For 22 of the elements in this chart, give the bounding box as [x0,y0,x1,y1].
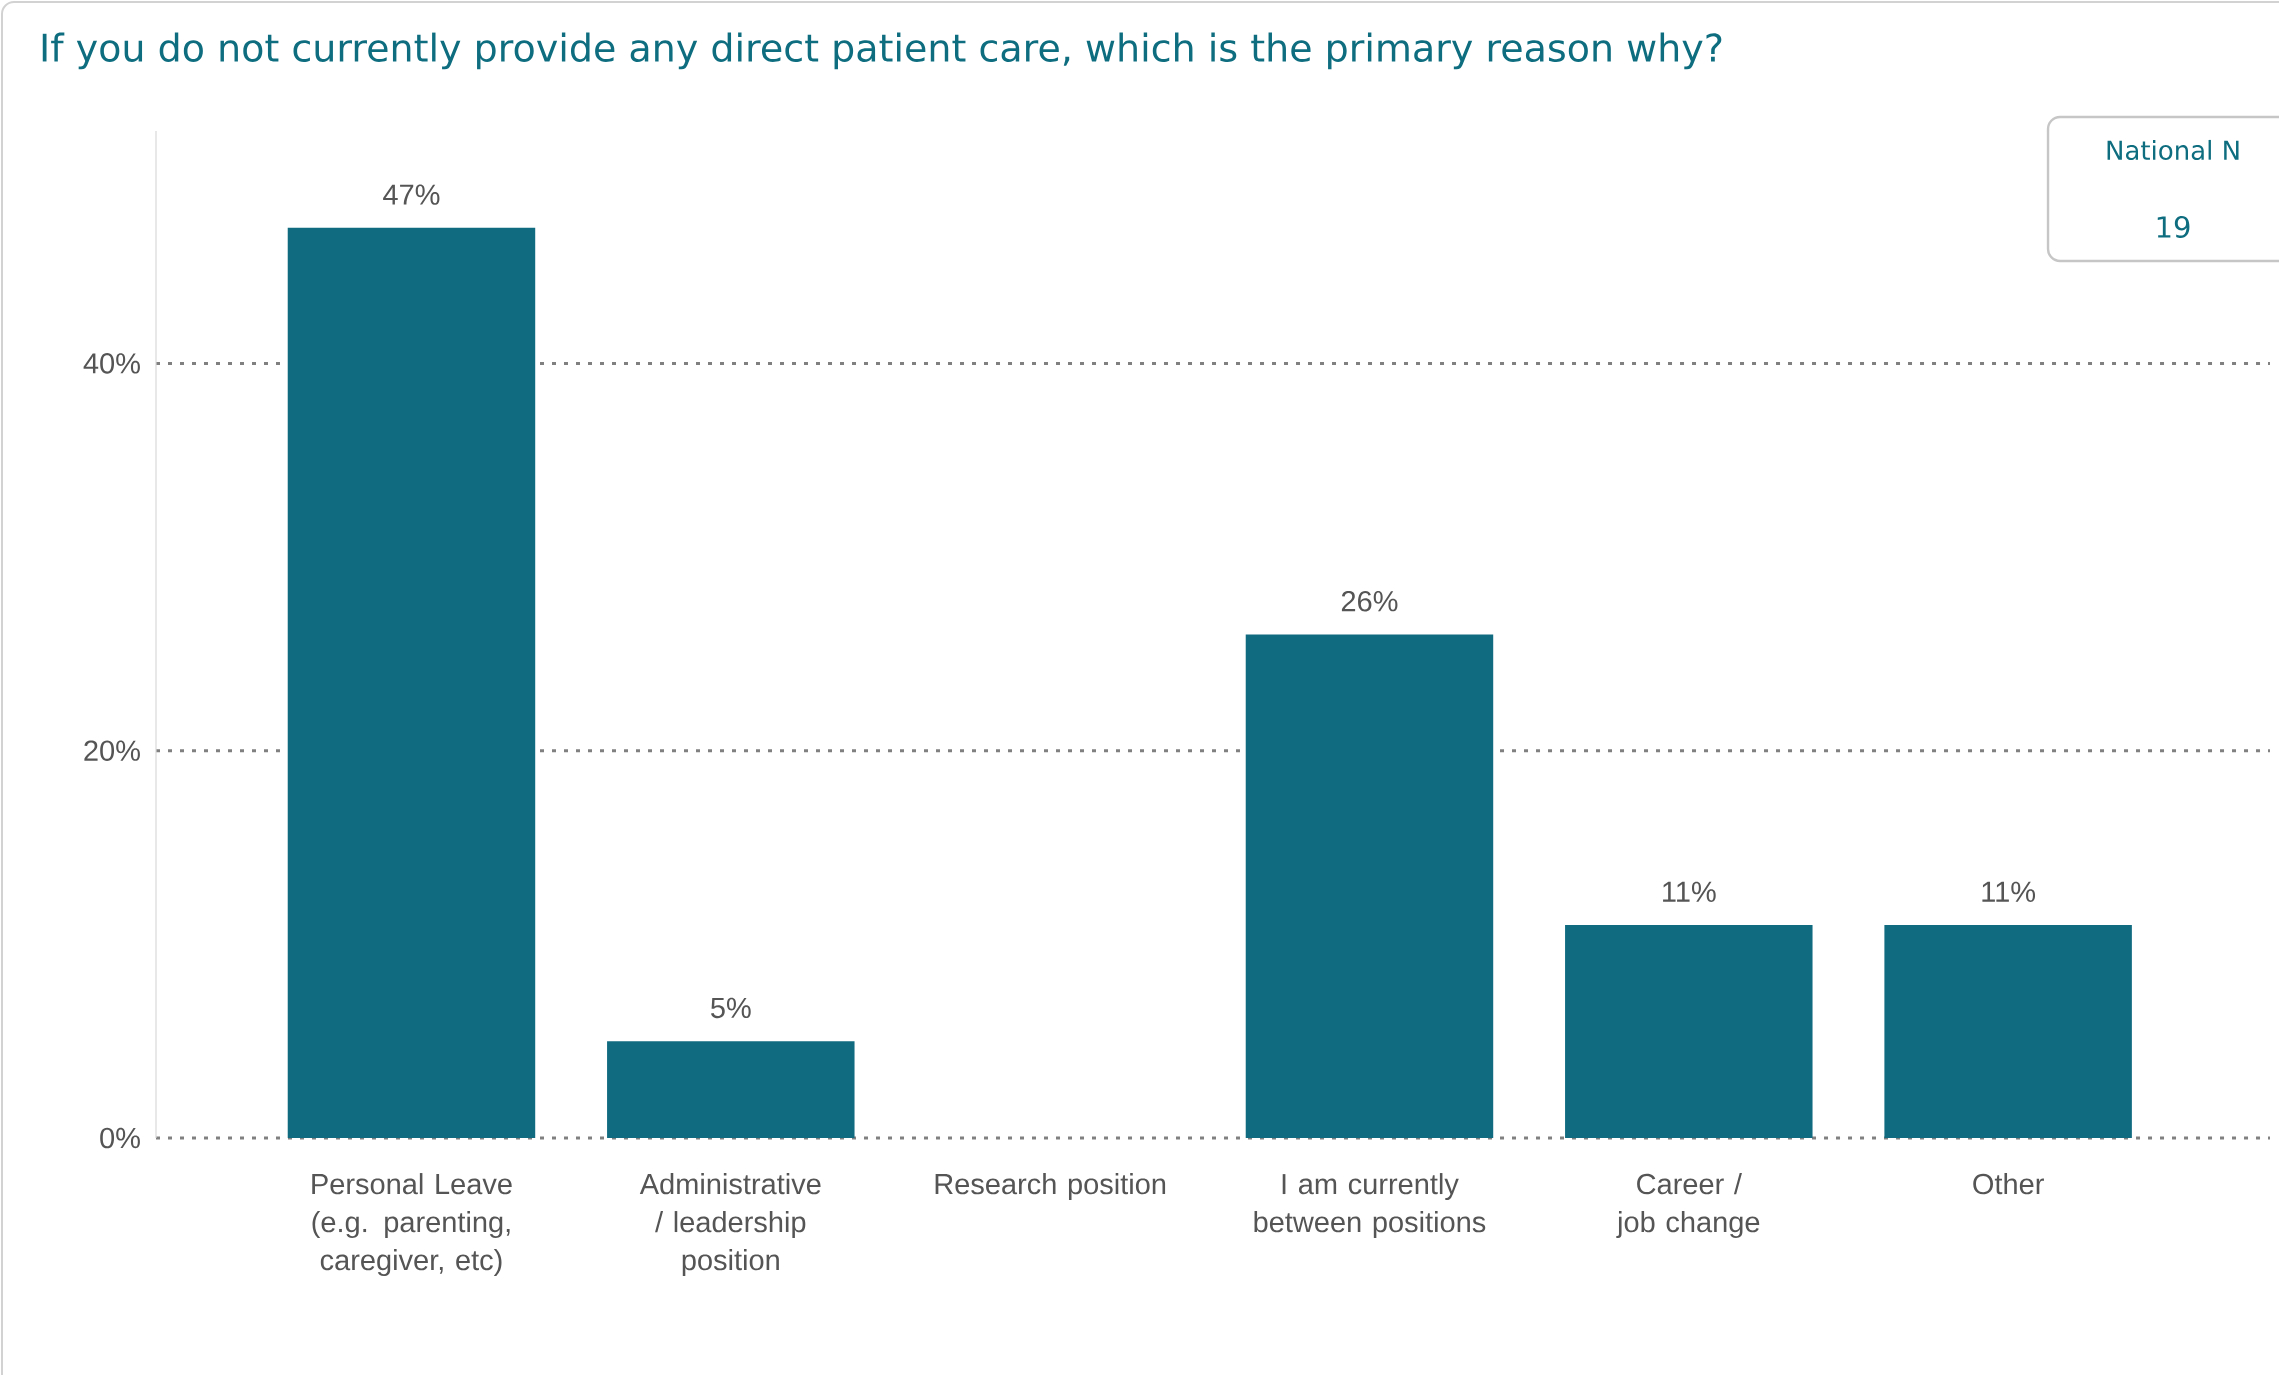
x-tick-label: Personal Leave (e.g. parenting, caregiver, etc) [312,1173,512,1277]
x-tick-label: Research position [935,1173,1166,1201]
x-tick-label: I am currently between positions [1254,1173,1486,1239]
data-label: 47% [383,184,440,205]
data-label: 11% [1663,881,1716,902]
y-tick-label: 20% [84,740,140,761]
annotation: National N [2107,139,2239,161]
data-label: 11% [1982,881,2036,902]
y-tick-label: 0% [100,1127,140,1149]
bar [1245,634,1494,1138]
x-tick-label: Administrative / leadership position [639,1173,821,1277]
y-tick-label: 40% [83,353,140,374]
annotation: 19 [2157,216,2190,238]
x-tick-label: Other [1973,1173,2044,1195]
bar [1565,924,1813,1138]
bar [1884,924,2132,1138]
bar [607,1041,855,1138]
data-label: 26% [1341,590,1398,612]
chart-title: If you do not currently provide any direct patient care, which is the primary reason why? [42,32,1722,70]
x-tick-label: Career / job change [1616,1173,1760,1239]
data-label: 5% [711,997,751,1019]
bar [287,227,536,1138]
